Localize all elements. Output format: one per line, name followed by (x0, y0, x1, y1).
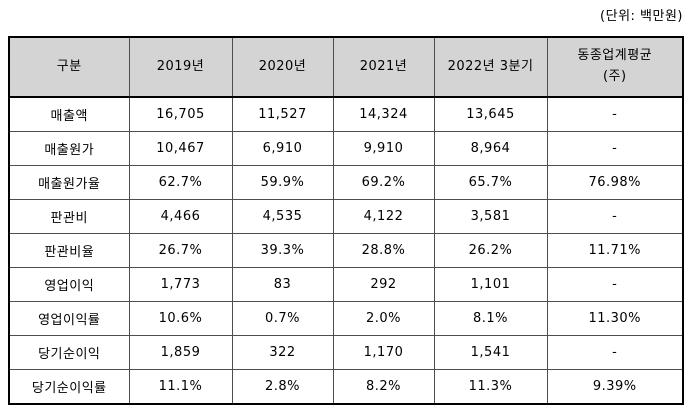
value-cell: 59.9% (231, 165, 334, 200)
row-label: 매출원가 (8, 131, 130, 166)
header-cell-category: 구분 (8, 36, 130, 98)
header-cell-2021: 2021년 (332, 36, 435, 98)
value-cell: 11.30% (546, 301, 684, 336)
value-cell: 8.1% (433, 301, 548, 336)
header-cell-2019: 2019년 (128, 36, 233, 98)
value-cell: 322 (231, 335, 334, 370)
value-cell: 9,910 (332, 131, 435, 166)
value-cell: 4,122 (332, 199, 435, 234)
table-body: 매출액 16,705 11,527 14,324 13,645- 매출원가 10,467 6,… (8, 96, 684, 405)
row-label: 매출원가율 (8, 165, 130, 200)
value-cell: 13,645 (433, 96, 548, 132)
value-cell: 11.71% (546, 233, 684, 268)
value-cell: 16,705 (128, 96, 233, 132)
table-row: 판관비 4,466 4,535 4,122 3,581- (8, 199, 684, 234)
value-cell: 3,581 (433, 199, 548, 234)
financial-summary-table: 구분 2019년 2020년 2021년 2022년 3분기 동종업계평균 (주… (8, 36, 684, 405)
value-cell: - (546, 199, 684, 234)
table-row: 매출액 16,705 11,527 14,324 13,645- (8, 96, 684, 132)
value-cell: 8,964 (433, 131, 548, 166)
value-cell: 8.2% (332, 369, 435, 405)
value-cell: 1,859 (128, 335, 233, 370)
header-cell-2022q3: 2022년 3분기 (433, 36, 548, 98)
value-cell: 39.3% (231, 233, 334, 268)
value-cell: 292 (332, 267, 435, 302)
value-cell: 2.8% (231, 369, 334, 405)
table-row: 매출원가 10,467 6,910 9,910 8,964- (8, 131, 684, 166)
value-cell: 1,170 (332, 335, 435, 370)
table-row: 매출원가율 62.7% 59.9% 69.2% 65.7% 76.98% (8, 165, 684, 200)
value-cell: 2.0% (332, 301, 435, 336)
value-cell: 83 (231, 267, 334, 302)
value-cell: 6,910 (231, 131, 334, 166)
value-cell: 11,527 (231, 96, 334, 132)
value-cell: 28.8% (332, 233, 435, 268)
row-label: 판관비 (8, 199, 130, 234)
table-row: 당기순이익 1,859 322 1,170 1,541- (8, 335, 684, 370)
value-cell: 4,535 (231, 199, 334, 234)
value-cell: 4,466 (128, 199, 233, 234)
value-cell: 9.39% (546, 369, 684, 405)
value-cell: 62.7% (128, 165, 233, 200)
value-cell: 1,541 (433, 335, 548, 370)
value-cell: 14,324 (332, 96, 435, 132)
value-cell: - (546, 335, 684, 370)
unit-note: (단위: 백만원) (600, 9, 683, 24)
table-row: 영업이익률 10.6% 0.7% 2.0% 8.1% 11.30% (8, 301, 684, 336)
header-row: 구분 2019년 2020년 2021년 2022년 3분기 동종업계평균 (주… (8, 36, 684, 98)
header-cell-2020: 2020년 (231, 36, 334, 98)
row-label: 당기순이익 (8, 335, 130, 370)
value-cell: - (546, 96, 684, 132)
value-cell: 65.7% (433, 165, 548, 200)
table-row: 당기순이익률 11.1% 2.8% 8.2% 11.3% 9.39% (8, 369, 684, 405)
header-cell-peer-average: 동종업계평균 (주) (546, 36, 684, 98)
value-cell: 11.3% (433, 369, 548, 405)
row-label: 영업이익률 (8, 301, 130, 336)
value-cell: 10,467 (128, 131, 233, 166)
value-cell: - (546, 131, 684, 166)
value-cell: 10.6% (128, 301, 233, 336)
table-row: 영업이익 1,773 83 292 1,101- (8, 267, 684, 302)
row-label: 영업이익 (8, 267, 130, 302)
table-header: 구분 2019년 2020년 2021년 2022년 3분기 동종업계평균 (주… (8, 36, 684, 98)
value-cell: 0.7% (231, 301, 334, 336)
value-cell: 26.7% (128, 233, 233, 268)
value-cell: 11.1% (128, 369, 233, 405)
value-cell: 26.2% (433, 233, 548, 268)
row-label: 매출액 (8, 96, 130, 132)
row-label: 당기순이익률 (8, 369, 130, 405)
value-cell: - (546, 267, 684, 302)
row-label: 판관비율 (8, 233, 130, 268)
value-cell: 69.2% (332, 165, 435, 200)
table-row: 판관비율 26.7% 39.3% 28.8% 26.2% 11.71% (8, 233, 684, 268)
value-cell: 76.98% (546, 165, 684, 200)
value-cell: 1,101 (433, 267, 548, 302)
value-cell: 1,773 (128, 267, 233, 302)
